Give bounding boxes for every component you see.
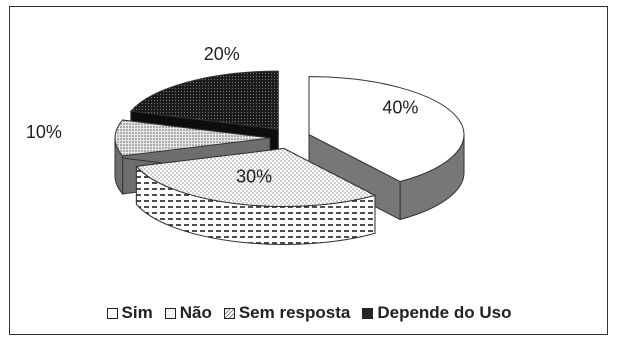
slice-nao-label: 30% — [236, 167, 272, 187]
legend-item-sem-resposta-swatch — [223, 307, 235, 319]
slice-sim — [308, 76, 465, 221]
legend-item-nao: Não — [164, 303, 212, 323]
slice-nao — [135, 147, 377, 245]
slice-depende-do-uso-top — [129, 70, 279, 130]
legend-item-depende-do-uso-swatch — [362, 307, 374, 319]
slice-sim-label: 40% — [382, 97, 418, 117]
legend-item-sim-swatch — [106, 307, 118, 319]
slice-sem-resposta-top — [114, 119, 271, 157]
legend-item-nao-label: Não — [179, 303, 212, 322]
slice-sim-top — [308, 76, 465, 183]
legend-item-sem-resposta-label: Sem resposta — [238, 303, 351, 322]
legend-item-depende-do-uso-label: Depende do Uso — [377, 303, 512, 322]
slice-nao-top — [135, 147, 377, 207]
legend: Sim Não Sem resposta Depende do Uso — [0, 300, 618, 326]
legend-item-depende-do-uso: Depende do Uso — [362, 303, 511, 323]
legend-item-nao-swatch — [164, 307, 176, 319]
pie-layer: 40% 30% 10% 20% — [26, 44, 465, 245]
legend-item-sim: Sim — [106, 303, 153, 323]
legend-item-sim-label: Sim — [121, 303, 153, 322]
legend-item-sem-resposta: Sem resposta — [223, 303, 351, 323]
slice-sem-resposta-label: 10% — [26, 122, 62, 142]
slice-depende-do-uso-label: 20% — [204, 44, 240, 64]
